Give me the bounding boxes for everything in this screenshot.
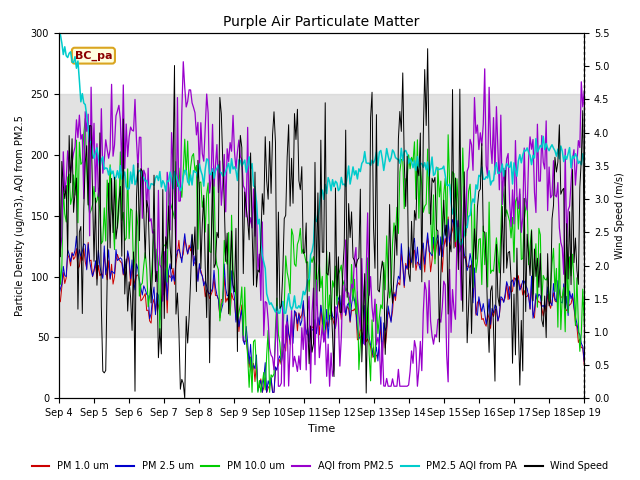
Title: Purple Air Particulate Matter: Purple Air Particulate Matter [223, 15, 420, 29]
Y-axis label: Wind Speed (m/s): Wind Speed (m/s) [615, 172, 625, 259]
Bar [59, 94, 584, 337]
Legend: PM 1.0 um, PM 2.5 um, PM 10.0 um, AQI from PM2.5, PM2.5 AQI from PA, Wind Speed: PM 1.0 um, PM 2.5 um, PM 10.0 um, AQI fr… [28, 457, 612, 475]
Y-axis label: Particle Density (ug/m3), AQI from PM2.5: Particle Density (ug/m3), AQI from PM2.5 [15, 115, 25, 316]
X-axis label: Time: Time [308, 424, 335, 433]
Text: BC_pa: BC_pa [75, 50, 112, 61]
